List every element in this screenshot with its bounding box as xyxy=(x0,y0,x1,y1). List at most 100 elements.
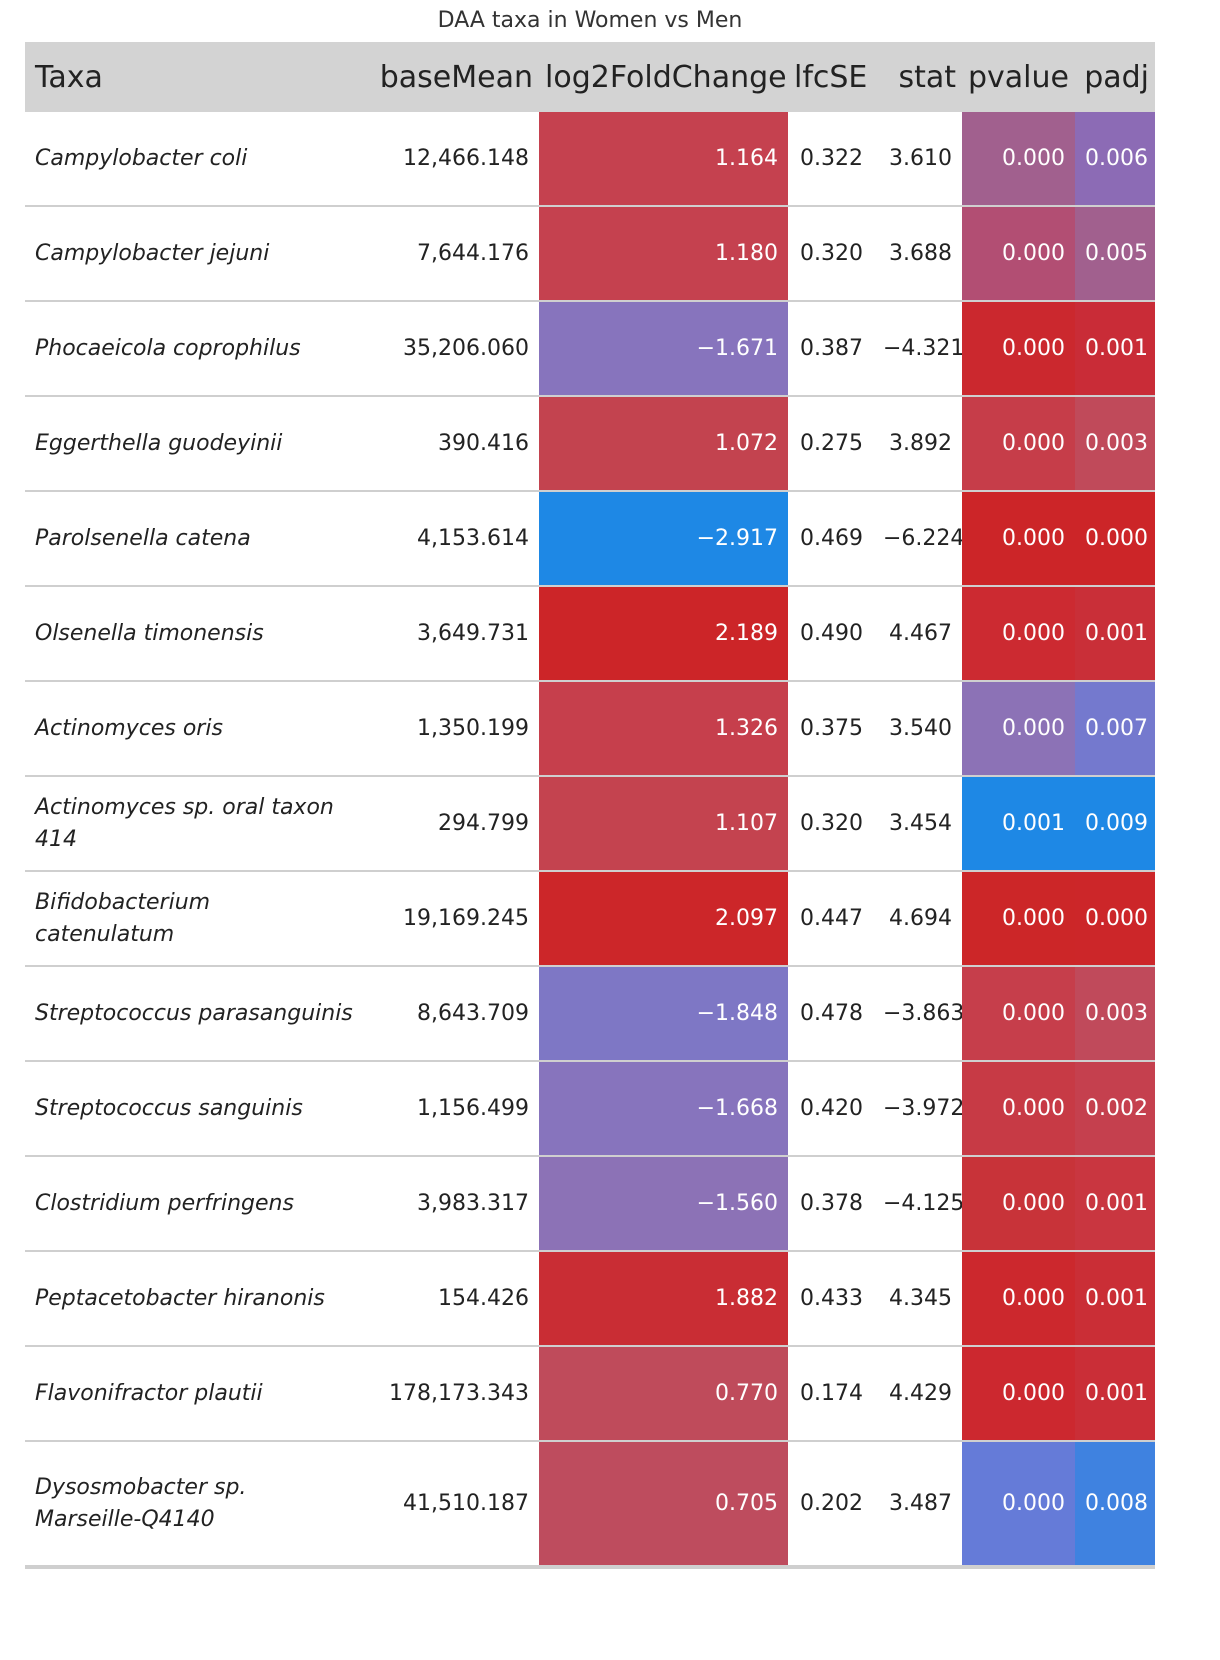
stat-cell: 4.694 xyxy=(873,871,962,967)
lfcse-cell: 0.320 xyxy=(788,776,873,872)
padj-cell: 0.002 xyxy=(1075,1061,1155,1157)
table-row: Phocaeicola coprophilus 35,206.060 −1.671 0… xyxy=(25,301,1155,397)
stat-cell: 3.540 xyxy=(873,681,962,777)
basemean-cell: 154.426 xyxy=(365,1251,539,1347)
basemean-cell: 1,350.199 xyxy=(365,681,539,777)
table-row: Actinomyces sp. oral taxon 414 294.799 1.1… xyxy=(25,776,1155,872)
padj-cell: 0.001 xyxy=(1075,586,1155,682)
stat-cell: 4.467 xyxy=(873,586,962,682)
daa-table: Taxa baseMean log2FoldChange lfcSE stat … xyxy=(25,42,1155,1569)
stat-cell: 4.345 xyxy=(873,1251,962,1347)
table-row: Olsenella timonensis 3,649.731 2.189 0.490 4… xyxy=(25,586,1155,682)
table-row: Parolsenella catena 4,153.614 −2.917 0.469−… xyxy=(25,491,1155,587)
column-header-basemean: baseMean xyxy=(365,42,539,112)
pvalue-cell: 0.001 xyxy=(962,776,1075,872)
table-row: Campylobacter jejuni 7,644.176 1.180 0.320 3… xyxy=(25,206,1155,302)
taxa-cell: Peptacetobacter hiranonis xyxy=(25,1251,365,1347)
basemean-cell: 294.799 xyxy=(365,776,539,872)
table-row: Actinomyces oris 1,350.199 1.326 0.375 3.540… xyxy=(25,681,1155,777)
basemean-cell: 41,510.187 xyxy=(365,1441,539,1569)
taxa-cell: Parolsenella catena xyxy=(25,491,365,587)
log2foldchange-cell: 1.107 xyxy=(539,776,788,872)
header-row: Taxa baseMean log2FoldChange lfcSE stat … xyxy=(25,42,1155,112)
table-row: Dysosmobacter sp. Marseille-Q4140 41,510.… xyxy=(25,1441,1155,1569)
table-row: Campylobacter coli 12,466.148 1.164 0.322 3.… xyxy=(25,112,1155,207)
table-row: Eggerthella guodeyinii 390.416 1.072 0.275 3… xyxy=(25,396,1155,492)
column-header-lfcse: lfcSE xyxy=(788,42,873,112)
lfcse-cell: 0.320 xyxy=(788,206,873,302)
pvalue-cell: 0.000 xyxy=(962,1251,1075,1347)
lfcse-cell: 0.202 xyxy=(788,1441,873,1569)
stat-cell: 3.892 xyxy=(873,396,962,492)
column-header-stat: stat xyxy=(873,42,962,112)
basemean-cell: 390.416 xyxy=(365,396,539,492)
padj-cell: 0.000 xyxy=(1075,871,1155,967)
stat-cell: −3.972 xyxy=(873,1061,962,1157)
table-row: Flavonifractor plautii 178,173.343 0.770 0.… xyxy=(25,1346,1155,1442)
lfcse-cell: 0.478 xyxy=(788,966,873,1062)
stat-cell: 3.454 xyxy=(873,776,962,872)
pvalue-cell: 0.000 xyxy=(962,206,1075,302)
padj-cell: 0.003 xyxy=(1075,396,1155,492)
lfcse-cell: 0.322 xyxy=(788,112,873,207)
padj-cell: 0.005 xyxy=(1075,206,1155,302)
padj-cell: 0.001 xyxy=(1075,1251,1155,1347)
table-row: Clostridium perfringens 3,983.317 −1.560 0.… xyxy=(25,1156,1155,1252)
basemean-cell: 178,173.343 xyxy=(365,1346,539,1442)
column-header-log2foldchange: log2FoldChange xyxy=(539,42,788,112)
stat-cell: 3.688 xyxy=(873,206,962,302)
taxa-cell: Olsenella timonensis xyxy=(25,586,365,682)
taxa-cell: Dysosmobacter sp. Marseille-Q4140 xyxy=(25,1441,365,1569)
taxa-cell: Campylobacter jejuni xyxy=(25,206,365,302)
table-row: Peptacetobacter hiranonis 154.426 1.882 0.4… xyxy=(25,1251,1155,1347)
basemean-cell: 4,153.614 xyxy=(365,491,539,587)
taxa-cell: Streptococcus sanguinis xyxy=(25,1061,365,1157)
padj-cell: 0.008 xyxy=(1075,1441,1155,1569)
basemean-cell: 3,983.317 xyxy=(365,1156,539,1252)
log2foldchange-cell: 1.326 xyxy=(539,681,788,777)
log2foldchange-cell: −2.917 xyxy=(539,491,788,587)
stat-cell: −4.321 xyxy=(873,301,962,397)
table-row: Streptococcus sanguinis 1,156.499 −1.668 0.… xyxy=(25,1061,1155,1157)
padj-cell: 0.001 xyxy=(1075,1156,1155,1252)
log2foldchange-cell: −1.848 xyxy=(539,966,788,1062)
taxa-cell: Campylobacter coli xyxy=(25,112,365,207)
stat-cell: 3.610 xyxy=(873,112,962,207)
taxa-cell: Actinomyces sp. oral taxon 414 xyxy=(25,776,365,872)
basemean-cell: 12,466.148 xyxy=(365,112,539,207)
pvalue-cell: 0.000 xyxy=(962,491,1075,587)
basemean-cell: 8,643.709 xyxy=(365,966,539,1062)
table-row: Streptococcus parasanguinis 8,643.709 −1.8… xyxy=(25,966,1155,1062)
padj-cell: 0.007 xyxy=(1075,681,1155,777)
pvalue-cell: 0.000 xyxy=(962,1156,1075,1252)
lfcse-cell: 0.433 xyxy=(788,1251,873,1347)
log2foldchange-cell: 2.189 xyxy=(539,586,788,682)
log2foldchange-cell: 0.705 xyxy=(539,1441,788,1569)
stat-cell: −3.863 xyxy=(873,966,962,1062)
pvalue-cell: 0.000 xyxy=(962,966,1075,1062)
pvalue-cell: 0.000 xyxy=(962,301,1075,397)
padj-cell: 0.001 xyxy=(1075,1346,1155,1442)
lfcse-cell: 0.375 xyxy=(788,681,873,777)
lfcse-cell: 0.420 xyxy=(788,1061,873,1157)
taxa-cell: Actinomyces oris xyxy=(25,681,365,777)
stat-cell: 4.429 xyxy=(873,1346,962,1442)
basemean-cell: 35,206.060 xyxy=(365,301,539,397)
lfcse-cell: 0.447 xyxy=(788,871,873,967)
column-header-pvalue: pvalue xyxy=(962,42,1075,112)
basemean-cell: 7,644.176 xyxy=(365,206,539,302)
log2foldchange-cell: −1.668 xyxy=(539,1061,788,1157)
lfcse-cell: 0.275 xyxy=(788,396,873,492)
taxa-cell: Bifidobacterium catenulatum xyxy=(25,871,365,967)
pvalue-cell: 0.000 xyxy=(962,681,1075,777)
basemean-cell: 19,169.245 xyxy=(365,871,539,967)
taxa-cell: Clostridium perfringens xyxy=(25,1156,365,1252)
padj-cell: 0.000 xyxy=(1075,491,1155,587)
table-body: Campylobacter coli 12,466.148 1.164 0.322 3.… xyxy=(25,112,1155,1569)
table-row: Bifidobacterium catenulatum 19,169.245 2.0… xyxy=(25,871,1155,967)
pvalue-cell: 0.000 xyxy=(962,1061,1075,1157)
log2foldchange-cell: 2.097 xyxy=(539,871,788,967)
log2foldchange-cell: 1.164 xyxy=(539,112,788,207)
lfcse-cell: 0.387 xyxy=(788,301,873,397)
log2foldchange-cell: −1.671 xyxy=(539,301,788,397)
